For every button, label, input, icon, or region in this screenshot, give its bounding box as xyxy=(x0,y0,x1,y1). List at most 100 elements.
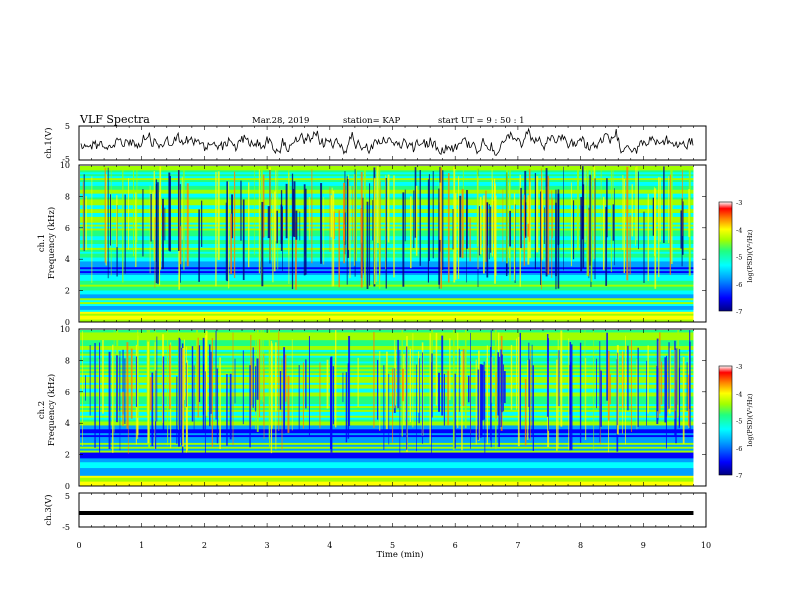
spectrogram-band xyxy=(80,477,694,480)
ch1-spec-ylabel-frequency: Frequency (kHz) xyxy=(46,207,57,279)
spectrogram-band xyxy=(80,173,694,177)
spectrogram-streak xyxy=(347,178,350,258)
ch3-ytick-bottom: -5 xyxy=(62,523,70,532)
spectrogram-streak xyxy=(112,344,114,453)
x-tick-label: 6 xyxy=(453,541,458,550)
spectrogram-streak xyxy=(657,367,659,421)
spectrogram-streak xyxy=(262,174,265,238)
spectrogram-streak xyxy=(394,339,396,409)
spectrogram-band xyxy=(80,339,694,343)
spectrogram-streak xyxy=(181,348,184,447)
spectrogram-streak xyxy=(230,213,232,275)
spectrogram-streak xyxy=(373,331,375,428)
spectrogram-streak xyxy=(453,166,456,283)
spectrogram-streak xyxy=(626,166,629,281)
spectrogram-streak xyxy=(520,187,522,249)
spectrogram-streak xyxy=(305,359,307,409)
spectrogram-streak xyxy=(652,197,654,236)
spectrogram-streak xyxy=(461,188,464,259)
spectrogram-streak xyxy=(612,166,614,240)
spectrogram-streak xyxy=(475,359,477,445)
spectrogram-streak xyxy=(501,354,503,413)
spectrogram-streak xyxy=(329,186,331,253)
spectrogram-streak xyxy=(653,186,655,256)
spectrogram-streak xyxy=(570,362,572,450)
spectrogram-streak xyxy=(388,373,390,445)
spectrogram-streak xyxy=(348,335,351,426)
spectrogram-streak xyxy=(248,182,250,268)
spectrogram-streak xyxy=(664,357,667,423)
spectrogram-band xyxy=(80,303,694,306)
ch2-spec-ylabel-frequency: Frequency (kHz) xyxy=(46,374,57,446)
spectrogram-streak xyxy=(622,175,624,251)
spectrogram-band xyxy=(80,166,694,169)
date-label: Mar.28, 2019 xyxy=(252,116,309,126)
spectrogram-streak xyxy=(378,166,381,289)
spectrogram-streak xyxy=(159,166,162,270)
spectrogram-band xyxy=(80,290,694,293)
x-tick-label: 1 xyxy=(139,541,144,550)
spectrogram-streak xyxy=(479,196,482,255)
spectrogram-streak xyxy=(217,171,220,260)
spectrogram-band xyxy=(80,317,694,320)
spectrogram-streak xyxy=(132,166,134,257)
spectrogram-band xyxy=(80,330,694,333)
ch1-ylabel: ch.1(V) xyxy=(43,127,54,158)
spectrogram-streak xyxy=(177,337,180,447)
spectrogram-band xyxy=(80,461,694,465)
spectrogram-band xyxy=(80,428,694,432)
spectrogram-streak xyxy=(541,168,542,290)
spectrogram-streak xyxy=(169,176,171,252)
spectrogram-streak xyxy=(447,173,450,283)
ch1-colorbar xyxy=(718,201,733,312)
spectrogram-streak xyxy=(281,359,283,451)
spectrogram-streak xyxy=(491,356,493,403)
spectrogram-streak xyxy=(155,179,158,284)
spectrogram-streak xyxy=(419,170,421,266)
spectrogram-streak xyxy=(270,340,273,454)
spectrogram-streak xyxy=(481,364,484,421)
spectrogram-streak xyxy=(372,200,374,241)
spectrogram-streak xyxy=(418,358,420,424)
spectrogram-streak xyxy=(502,188,504,263)
spectrogram-streak xyxy=(636,359,638,430)
spectrogram-streak xyxy=(330,356,333,453)
spectrogram-streak xyxy=(509,210,511,247)
spectrogram-streak xyxy=(630,340,632,432)
spectrogram-streak xyxy=(353,174,356,266)
spectrogram-streak xyxy=(584,330,586,421)
spectrogram-band xyxy=(80,457,694,461)
spectrogram-streak xyxy=(249,365,251,448)
freq-tick-label: 2 xyxy=(65,287,70,296)
spectrogram-streak xyxy=(85,375,86,401)
spectrogram-streak xyxy=(607,350,610,421)
spectrogram-streak xyxy=(658,177,660,278)
freq-tick-label: 0 xyxy=(65,482,70,491)
spectrogram-streak xyxy=(449,338,451,401)
spectrogram-band xyxy=(80,473,694,476)
spectrogram-streak xyxy=(342,372,344,403)
spectrogram-streak xyxy=(665,371,667,417)
spectrogram-band xyxy=(80,319,694,322)
spectrogram-band xyxy=(80,469,694,472)
spectrogram-band xyxy=(80,455,694,459)
spectrogram-streak xyxy=(124,358,126,424)
spectrogram-streak xyxy=(495,330,497,450)
spectrogram-streak xyxy=(568,338,570,450)
colorbar-tick-label: -6 xyxy=(736,281,742,289)
spectrogram-streak xyxy=(183,339,185,401)
spectrogram-streak xyxy=(113,330,115,433)
spectrogram-streak xyxy=(397,339,399,409)
spectrogram-streak xyxy=(498,356,500,447)
spectrogram-band xyxy=(80,440,694,443)
spectrogram-band xyxy=(80,343,694,346)
spectrogram-streak xyxy=(269,330,271,447)
spectrogram-streak xyxy=(682,356,685,444)
colorbar-tick-label: -7 xyxy=(736,308,742,316)
x-tick-label: 0 xyxy=(76,541,81,550)
spectrogram-streak xyxy=(663,166,665,244)
spectrogram-streak xyxy=(647,193,649,281)
spectrogram-streak xyxy=(376,170,378,282)
spectrogram-streak xyxy=(490,330,492,448)
spectrogram-streak xyxy=(262,330,264,403)
